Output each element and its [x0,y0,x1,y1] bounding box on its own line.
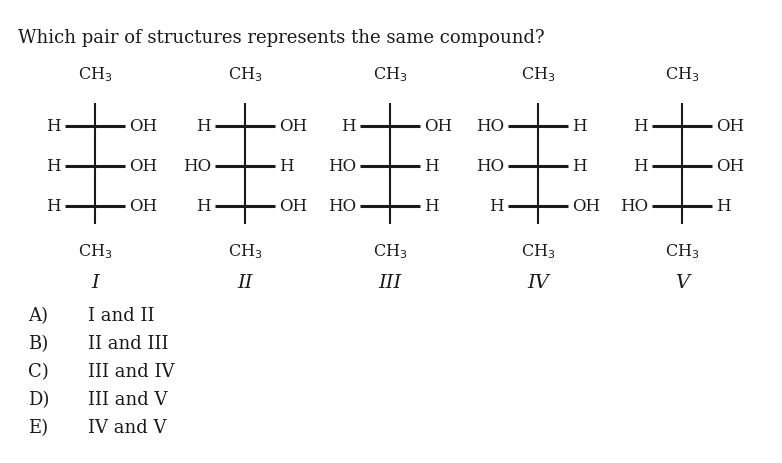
Text: CH$_3$: CH$_3$ [373,242,407,260]
Text: H: H [716,198,730,215]
Text: OH: OH [129,198,157,215]
Text: H: H [633,118,648,135]
Text: H: H [633,158,648,175]
Text: I and II: I and II [88,307,155,324]
Text: E): E) [28,418,48,436]
Text: IV and V: IV and V [88,418,167,436]
Text: CH$_3$: CH$_3$ [77,65,113,84]
Text: D): D) [28,390,49,408]
Text: CH$_3$: CH$_3$ [77,242,113,260]
Text: H: H [46,118,61,135]
Text: OH: OH [716,118,744,135]
Text: V: V [675,274,689,291]
Text: A): A) [28,307,48,324]
Text: H: H [572,158,586,175]
Text: HO: HO [620,198,648,215]
Text: OH: OH [129,158,157,175]
Text: HO: HO [328,158,356,175]
Text: H: H [424,198,439,215]
Text: III and IV: III and IV [88,362,174,380]
Text: CH$_3$: CH$_3$ [521,242,555,260]
Text: CH$_3$: CH$_3$ [373,65,407,84]
Text: OH: OH [716,158,744,175]
Text: H: H [196,198,211,215]
Text: II: II [237,274,253,291]
Text: CH$_3$: CH$_3$ [665,242,699,260]
Text: CH$_3$: CH$_3$ [665,65,699,84]
Text: III and V: III and V [88,390,167,408]
Text: CH$_3$: CH$_3$ [228,242,262,260]
Text: OH: OH [279,198,307,215]
Text: HO: HO [476,158,504,175]
Text: H: H [279,158,293,175]
Text: Which pair of structures represents the same compound?: Which pair of structures represents the … [18,29,544,47]
Text: H: H [46,158,61,175]
Text: OH: OH [572,198,600,215]
Text: HO: HO [476,118,504,135]
Text: III: III [378,274,402,291]
Text: CH$_3$: CH$_3$ [228,65,262,84]
Text: H: H [342,118,356,135]
Text: H: H [46,198,61,215]
Text: IV: IV [527,274,549,291]
Text: H: H [196,118,211,135]
Text: H: H [490,198,504,215]
Text: I: I [91,274,99,291]
Text: II and III: II and III [88,334,168,352]
Text: B): B) [28,334,48,352]
Text: C): C) [28,362,48,380]
Text: H: H [424,158,439,175]
Text: HO: HO [328,198,356,215]
Text: OH: OH [129,118,157,135]
Text: CH$_3$: CH$_3$ [521,65,555,84]
Text: H: H [572,118,586,135]
Text: OH: OH [424,118,452,135]
Text: OH: OH [279,118,307,135]
Text: HO: HO [183,158,211,175]
